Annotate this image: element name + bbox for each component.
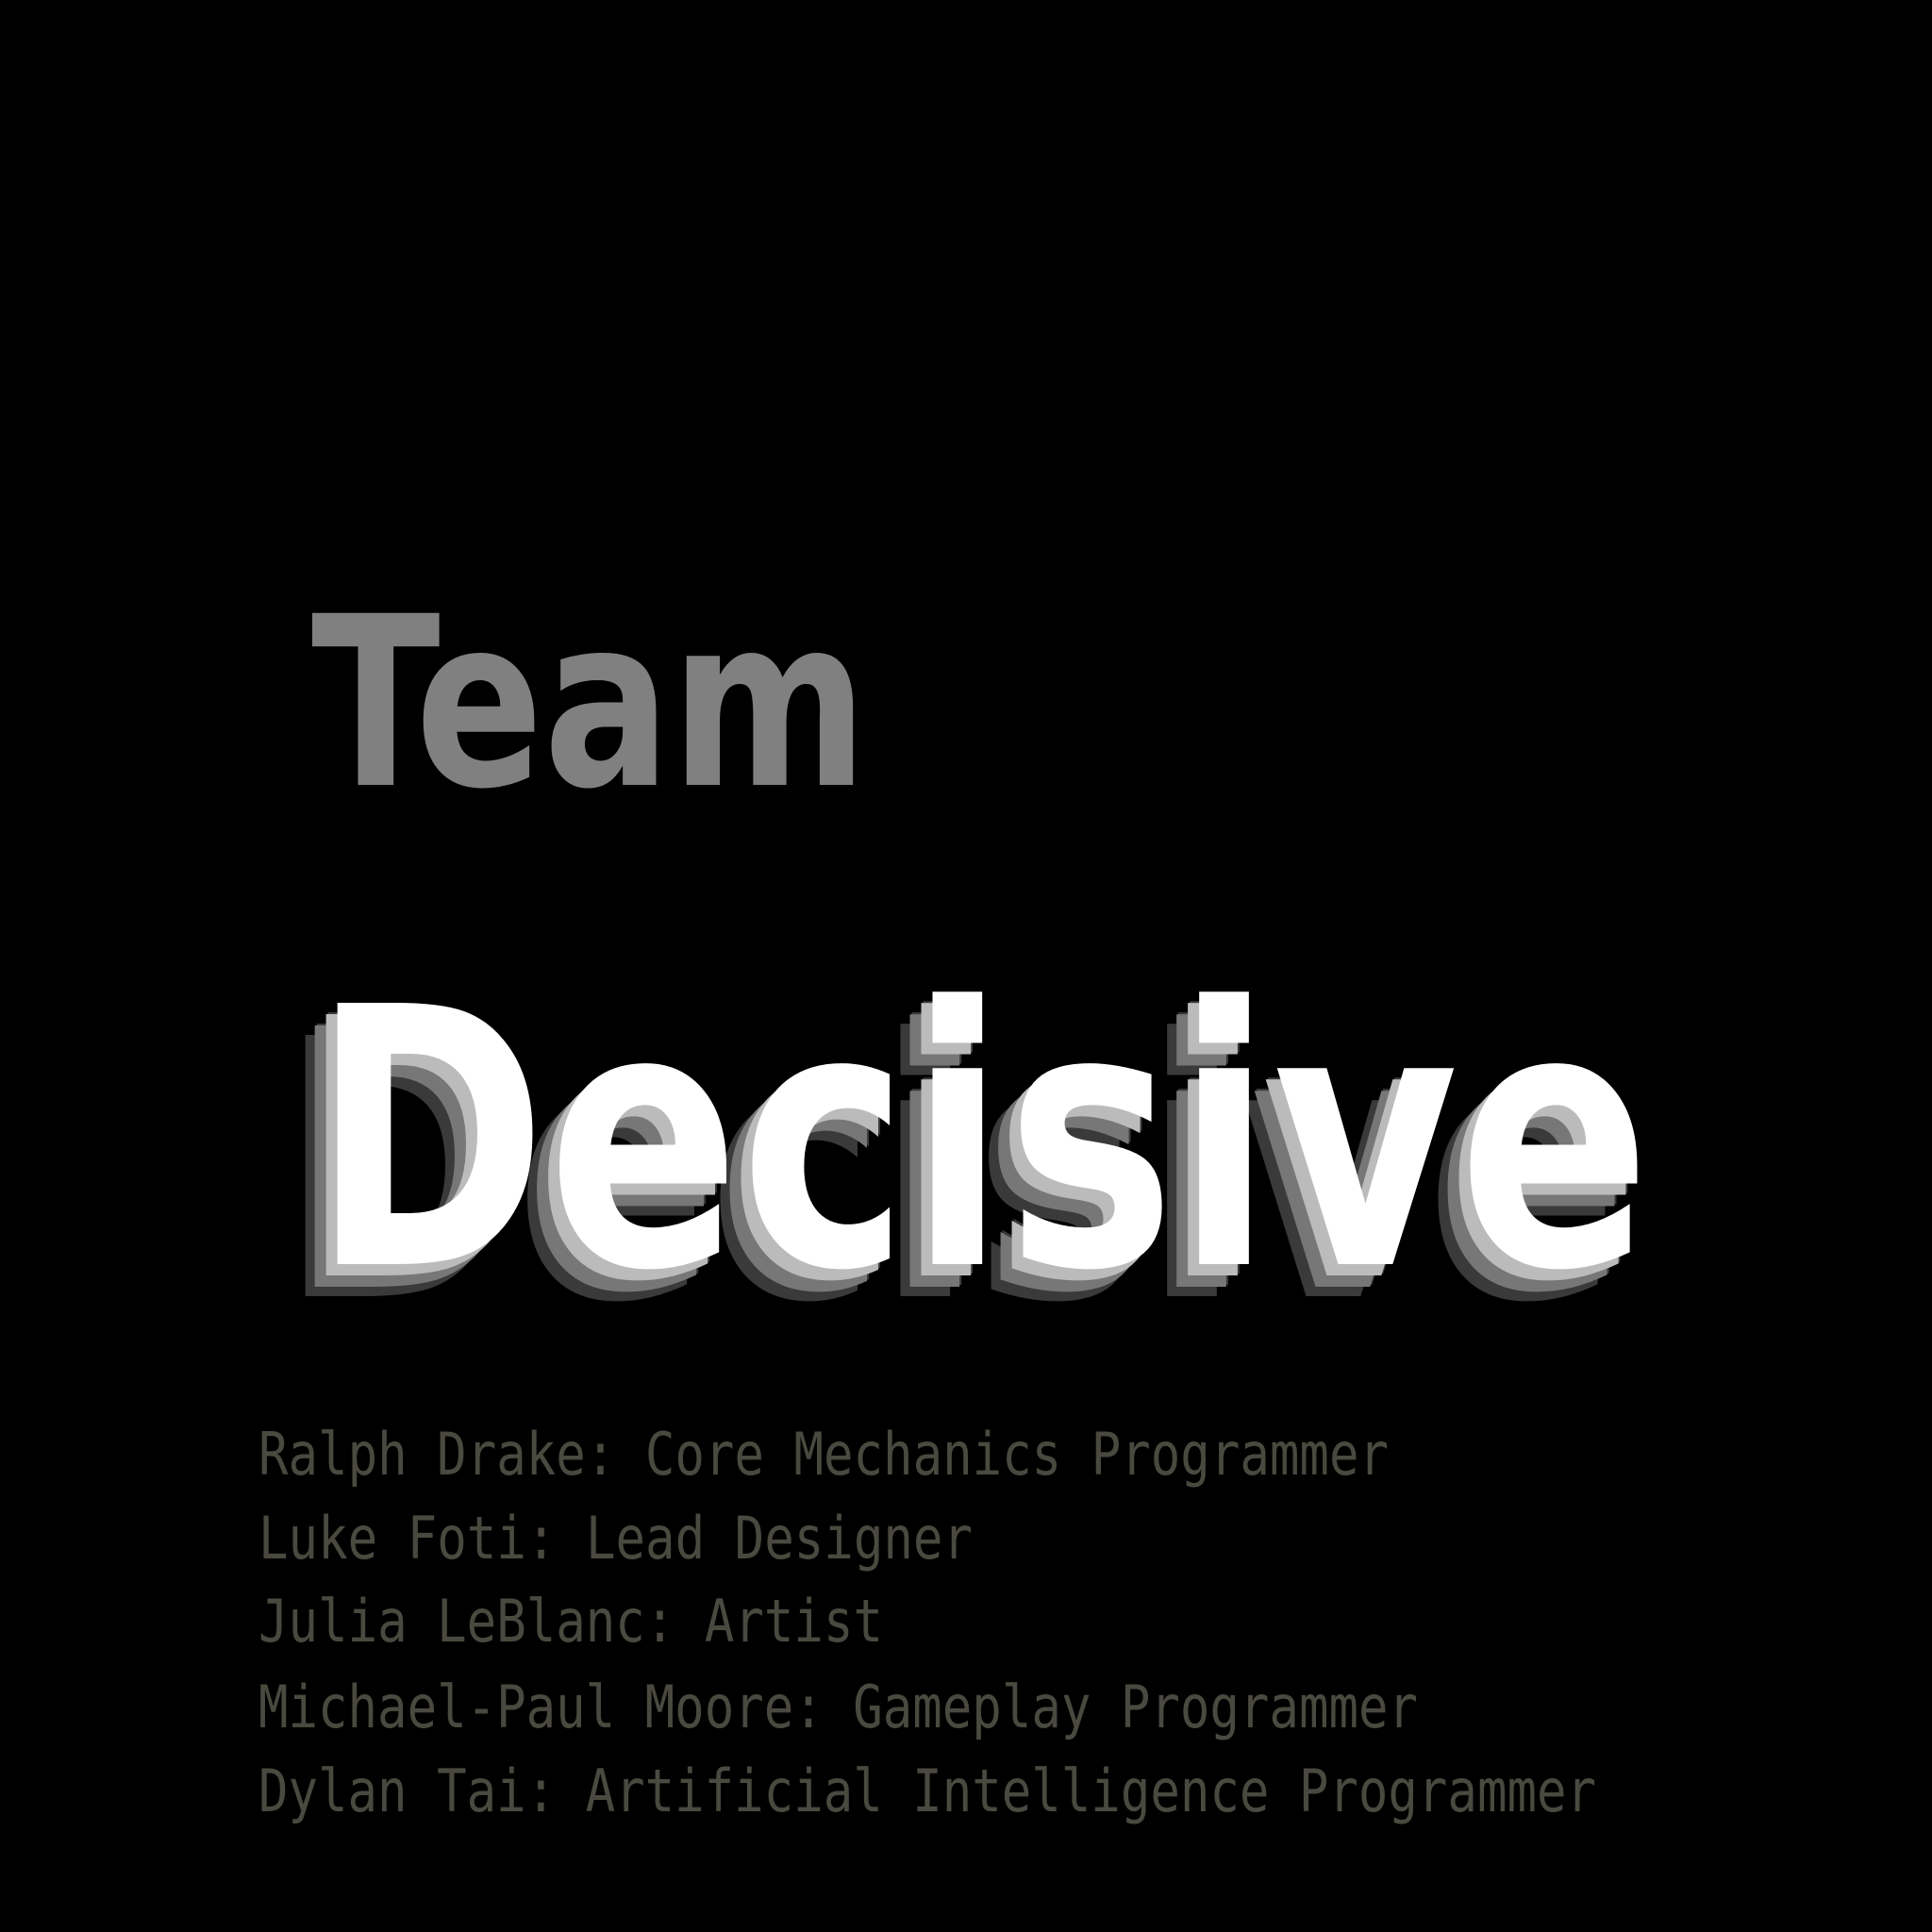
credit-line: Dylan Tai: Artificial Intelligence Progr… — [258, 1757, 1596, 1825]
team-name: Decisive — [311, 931, 1651, 1349]
credit-line: Julia LeBlanc: Artist — [258, 1587, 883, 1656]
credits-list: Ralph Drake: Core Mechanics Programmer Lu… — [258, 1420, 1596, 1825]
credit-line: Michael-Paul Moore: Gameplay Programmer — [258, 1673, 1418, 1741]
team-label: Team — [311, 566, 868, 841]
credit-line: Ralph Drake: Core Mechanics Programmer — [258, 1420, 1389, 1489]
credit-line: Luke Foti: Lead Designer — [258, 1504, 973, 1573]
